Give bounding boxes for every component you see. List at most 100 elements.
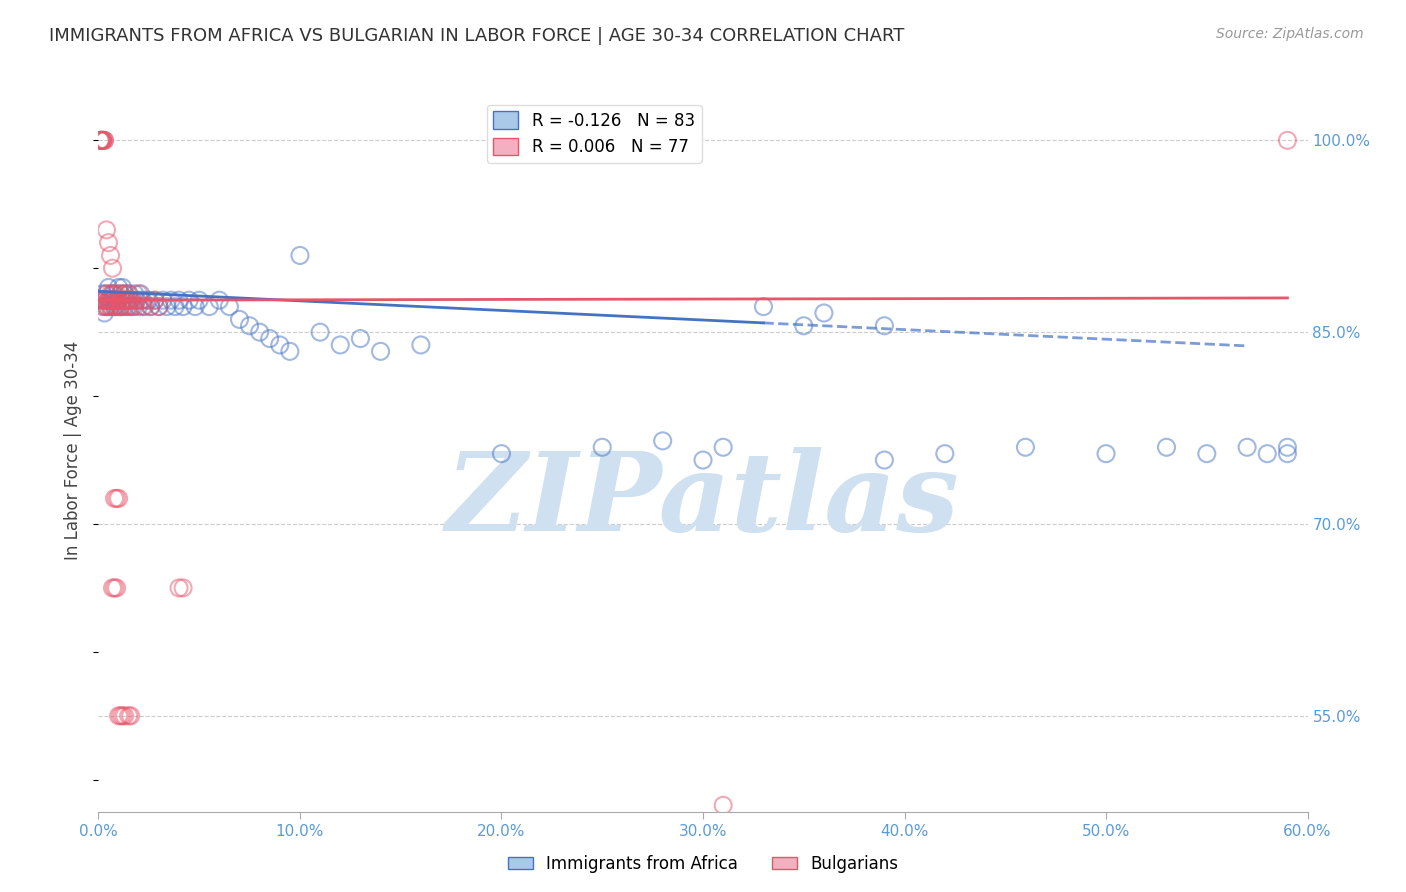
Point — [143, 293, 166, 308]
Point — [115, 293, 138, 308]
Point — [101, 293, 124, 308]
Point — [1195, 447, 1218, 461]
Point — [110, 300, 132, 314]
Point — [228, 312, 250, 326]
Point — [752, 300, 775, 314]
Point — [97, 300, 120, 314]
Text: IMMIGRANTS FROM AFRICA VS BULGARIAN IN LABOR FORCE | AGE 30-34 CORRELATION CHART: IMMIGRANTS FROM AFRICA VS BULGARIAN IN L… — [49, 27, 904, 45]
Point — [91, 133, 114, 147]
Point — [148, 300, 170, 314]
Point — [107, 491, 129, 506]
Point — [124, 300, 146, 314]
Point — [111, 280, 134, 294]
Point — [105, 293, 128, 308]
Point — [103, 293, 125, 308]
Point — [101, 581, 124, 595]
Point — [118, 708, 141, 723]
Point — [103, 491, 125, 506]
Point — [120, 293, 142, 308]
Point — [132, 293, 155, 308]
Point — [107, 293, 129, 308]
Point — [121, 293, 143, 308]
Point — [110, 708, 132, 723]
Point — [101, 286, 124, 301]
Point — [97, 293, 120, 308]
Point — [111, 293, 134, 308]
Point — [249, 325, 271, 339]
Point — [152, 293, 174, 308]
Point — [100, 300, 122, 314]
Point — [91, 133, 114, 147]
Point — [91, 133, 114, 147]
Point — [711, 440, 734, 454]
Point — [1256, 447, 1278, 461]
Text: ZIPatlas: ZIPatlas — [446, 447, 960, 555]
Point — [89, 133, 111, 147]
Point — [409, 338, 432, 352]
Point — [105, 293, 128, 308]
Point — [96, 223, 118, 237]
Point — [309, 325, 332, 339]
Point — [91, 300, 114, 314]
Text: Source: ZipAtlas.com: Source: ZipAtlas.com — [1216, 27, 1364, 41]
Point — [143, 293, 166, 308]
Point — [148, 300, 170, 314]
Point — [114, 286, 136, 301]
Y-axis label: In Labor Force | Age 30-34: In Labor Force | Age 30-34 — [65, 341, 83, 560]
Point — [118, 286, 141, 301]
Point — [101, 261, 124, 276]
Point — [96, 286, 118, 301]
Point — [93, 306, 115, 320]
Point — [269, 338, 291, 352]
Point — [873, 453, 896, 467]
Point — [97, 293, 120, 308]
Point — [101, 300, 124, 314]
Point — [93, 293, 115, 308]
Point — [329, 338, 352, 352]
Point — [111, 293, 134, 308]
Point — [1095, 447, 1118, 461]
Point — [934, 447, 956, 461]
Point — [1277, 440, 1299, 454]
Point — [111, 300, 134, 314]
Point — [91, 286, 114, 301]
Point — [160, 293, 183, 308]
Point — [259, 332, 281, 346]
Point — [100, 286, 122, 301]
Point — [107, 708, 129, 723]
Point — [124, 286, 146, 301]
Point — [107, 293, 129, 308]
Point — [96, 293, 118, 308]
Point — [96, 286, 118, 301]
Point — [288, 248, 311, 262]
Point — [1277, 447, 1299, 461]
Point — [172, 300, 194, 314]
Point — [97, 280, 120, 294]
Point — [105, 581, 128, 595]
Point — [129, 286, 152, 301]
Point — [114, 708, 136, 723]
Point — [118, 293, 141, 308]
Point — [651, 434, 673, 448]
Point — [188, 293, 211, 308]
Point — [120, 708, 142, 723]
Point — [101, 293, 124, 308]
Point — [239, 318, 262, 333]
Point — [100, 293, 122, 308]
Point — [128, 300, 150, 314]
Point — [87, 293, 110, 308]
Point — [167, 581, 190, 595]
Point — [97, 293, 120, 308]
Point — [198, 300, 221, 314]
Point — [93, 133, 115, 147]
Point — [138, 293, 160, 308]
Point — [111, 708, 134, 723]
Point — [128, 286, 150, 301]
Point — [135, 293, 157, 308]
Point — [91, 133, 114, 147]
Point — [184, 300, 207, 314]
Point — [793, 318, 815, 333]
Point — [105, 286, 128, 301]
Point — [120, 293, 142, 308]
Point — [118, 300, 141, 314]
